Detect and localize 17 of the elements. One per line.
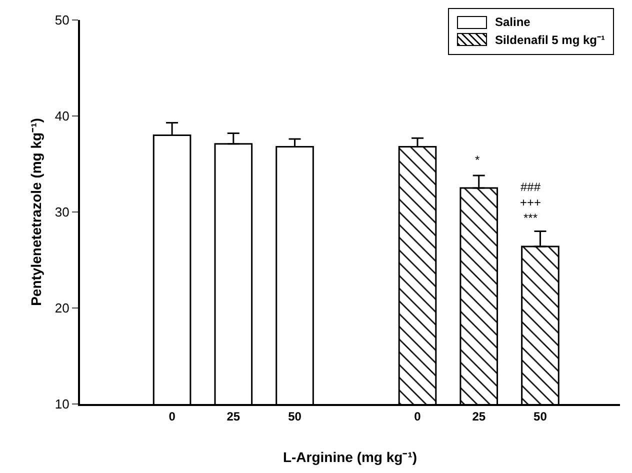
y-tick-label: 10 — [54, 396, 70, 412]
annotation: ### +++ *** — [520, 180, 542, 226]
y-tick-label: 50 — [54, 12, 70, 28]
y-tick-label: 40 — [54, 108, 70, 124]
y-tick-label: 30 — [54, 204, 70, 220]
x-tick-label: 25 — [226, 409, 240, 424]
x-tick-label: 0 — [168, 409, 176, 424]
x-axis-title: L-Arginine (mg kg⁻¹) — [282, 449, 418, 466]
annotation: * — [475, 153, 480, 167]
x-tick-label: 50 — [534, 409, 548, 424]
x-tick-label: 25 — [472, 409, 486, 424]
x-tick-label: 50 — [288, 409, 302, 424]
x-tick-label: 0 — [414, 409, 422, 424]
legend-label: Sildenafil 5 mg kg⁻¹ — [494, 32, 605, 48]
y-axis-title: Pentylenetetrazole (mg kg⁻¹) — [28, 118, 44, 306]
y-tick-label: 20 — [54, 300, 70, 316]
legend-label: Saline — [494, 15, 530, 29]
